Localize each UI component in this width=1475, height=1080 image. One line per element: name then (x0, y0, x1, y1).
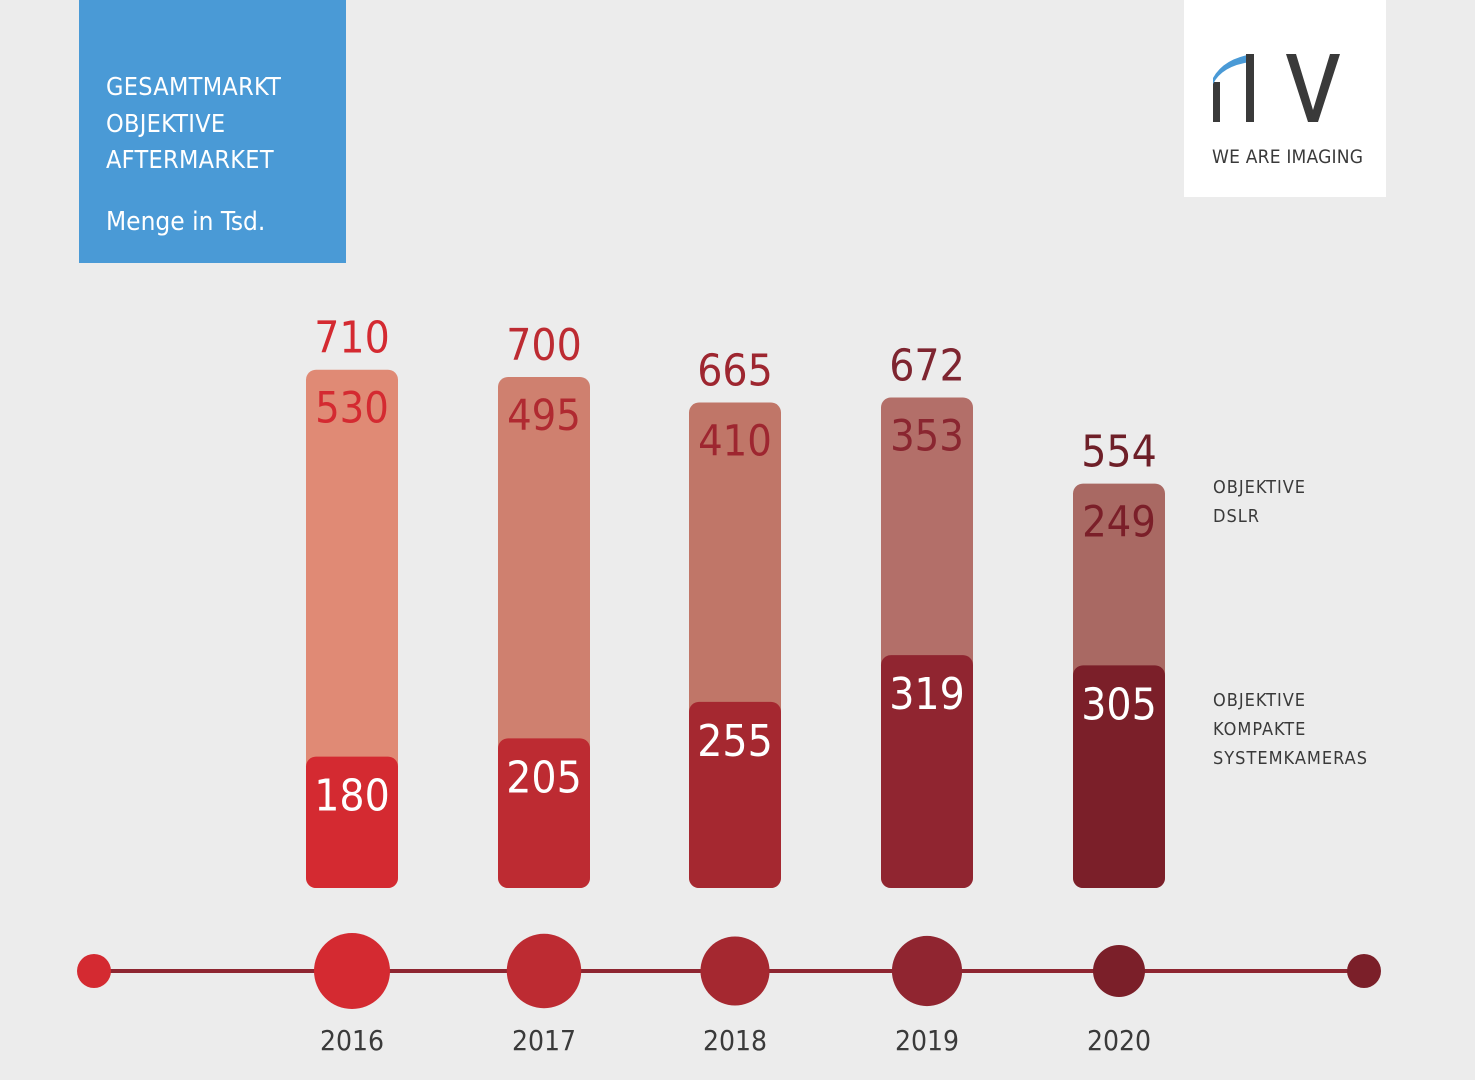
total-label-2016: 710 (314, 313, 390, 364)
bar-msc-2017 (498, 738, 590, 888)
year-label-2019: 2019 (895, 1024, 959, 1057)
msc-label-2018: 255 (697, 716, 773, 767)
year-label-2017: 2017 (512, 1024, 576, 1057)
piv-logo-mark (1213, 54, 1340, 122)
total-label-2018: 665 (697, 346, 773, 397)
timeline-dot-2016 (314, 933, 390, 1009)
title-line-2: OBJEKTIVE (106, 109, 226, 138)
msc-label-2020: 305 (1081, 679, 1157, 730)
legend-dslr-line-2: DSLR (1213, 506, 1261, 527)
timeline-dot-2018 (700, 936, 770, 1006)
timeline-layer: 2016 2017 2018 2019 2020 (77, 933, 1381, 1057)
title-line-1: GESAMTMARKT (106, 72, 282, 101)
msc-label-2019: 319 (889, 669, 965, 720)
bar-msc-2018 (689, 701, 781, 888)
subtitle: Menge in Tsd. (106, 207, 266, 237)
dslr-label-2016: 530 (315, 384, 389, 434)
legend-dslr-line-1: OBJEKTIVE (1213, 477, 1307, 498)
dslr-label-2020: 249 (1082, 498, 1156, 548)
msc-label-2017: 205 (506, 752, 582, 803)
dslr-label-2017: 495 (507, 391, 581, 441)
legend-dslr: OBJEKTIVE DSLR (1213, 473, 1306, 531)
legend-msc-line-1: OBJEKTIVE (1213, 690, 1307, 711)
bars-layer: 710 530 180 700 495 205 665 410 255 672 353 319 554 2… (306, 313, 1165, 888)
dslr-label-2018: 410 (698, 417, 772, 467)
legend-msc: OBJEKTIVE KOMPAKTE SYSTEMKAMERAS (1213, 686, 1368, 773)
year-label-2020: 2020 (1087, 1024, 1151, 1057)
bar-msc-2019 (881, 655, 973, 888)
dslr-label-2019: 353 (890, 411, 964, 461)
title-line-3: AFTERMARKET (106, 145, 274, 174)
timeline-dot-2019 (891, 935, 963, 1007)
title-box: GESAMTMARKT OBJEKTIVE AFTERMARKET Menge … (79, 0, 346, 263)
total-label-2019: 672 (889, 340, 965, 391)
legend-msc-line-3: SYSTEMKAMERAS (1213, 748, 1369, 769)
legend-msc-line-2: KOMPAKTE (1213, 719, 1307, 740)
bar-msc-2020 (1073, 665, 1165, 888)
total-label-2017: 700 (506, 320, 582, 371)
year-label-2016: 2016 (320, 1024, 384, 1057)
total-label-2020: 554 (1081, 427, 1157, 478)
msc-label-2016: 180 (314, 771, 390, 822)
piv-logo: WE ARE IMAGING (1184, 0, 1386, 197)
timeline-dot-2017 (506, 933, 582, 1009)
logo-tagline: WE ARE IMAGING (1212, 146, 1364, 168)
timeline-start-dot (77, 954, 111, 988)
year-label-2018: 2018 (703, 1024, 767, 1057)
bar-msc-2016 (306, 756, 398, 888)
timeline-end-dot (1347, 954, 1381, 988)
timeline-dot-2020 (1093, 945, 1145, 997)
